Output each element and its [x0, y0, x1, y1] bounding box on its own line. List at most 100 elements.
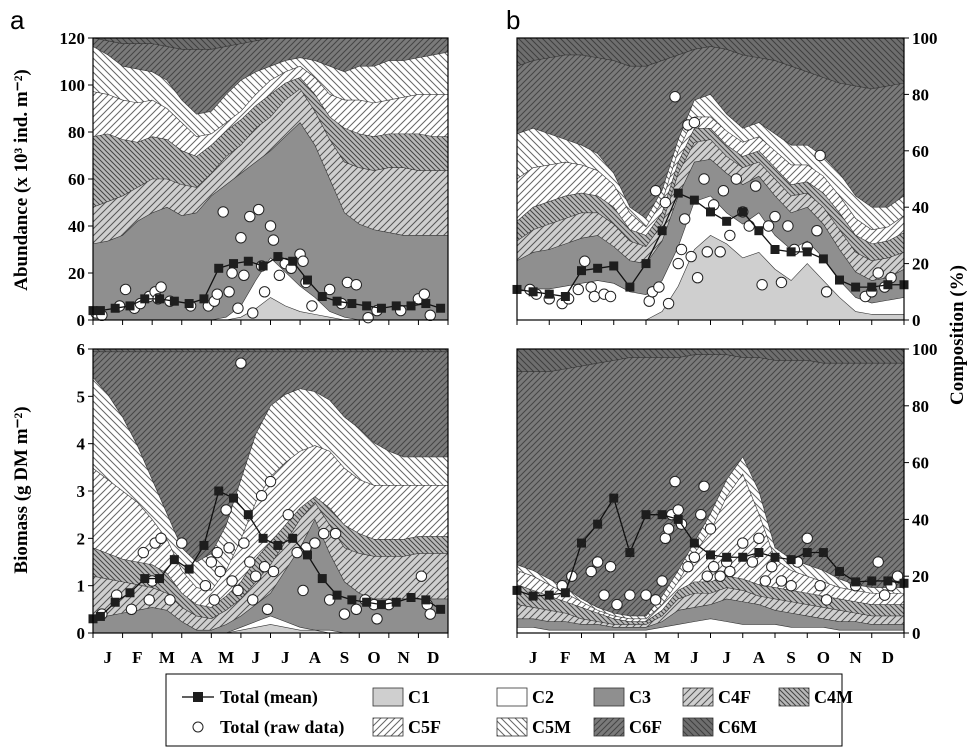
raw-data-point [205, 556, 218, 568]
mean-point [867, 282, 877, 292]
mean-point [347, 595, 357, 605]
month-label: A [753, 648, 766, 667]
biomass-panel-b [512, 348, 909, 634]
raw-data-point [701, 570, 713, 582]
legend-label: Total (mean) [220, 687, 318, 708]
raw-data-point [656, 575, 668, 587]
mean-point [754, 226, 764, 236]
legend-label: C5F [408, 717, 441, 737]
raw-data-point [238, 537, 250, 549]
raw-data-point [418, 288, 431, 300]
mean-point [214, 486, 224, 496]
mean-point [722, 552, 732, 562]
month-label: J [529, 648, 538, 667]
raw-data-point [232, 584, 244, 597]
mean-point [288, 533, 298, 543]
legend-swatch-c5m [496, 717, 528, 737]
raw-data-point [814, 579, 826, 592]
legend-label: C6F [629, 717, 662, 737]
mean-point [376, 600, 386, 610]
biomass-panel-a [88, 348, 449, 634]
composition-axis-title: Composition (%) [947, 265, 968, 405]
mean-point [625, 282, 635, 292]
y-tick-label: 40 [912, 510, 929, 529]
y-tick-label: 40 [912, 198, 929, 217]
legend-label: C3 [629, 687, 651, 707]
mean-point [95, 611, 105, 621]
raw-data-point [872, 556, 884, 568]
raw-data-point [682, 561, 694, 573]
area-layer-c3 [516, 598, 905, 634]
y-tick-label: 100 [912, 29, 938, 48]
mean-point [544, 289, 554, 299]
mean-point [883, 280, 893, 290]
raw-data-point [155, 281, 167, 293]
mean-point [229, 493, 239, 503]
mean-point [332, 296, 342, 306]
mean-point [140, 294, 150, 304]
legend-raw-circle-icon [192, 721, 204, 733]
legend-label: C4M [814, 687, 853, 707]
mean-point [609, 261, 619, 271]
y-tick-label: 100 [60, 76, 86, 95]
raw-data-point [164, 594, 176, 606]
raw-data-point [125, 603, 138, 616]
y-tick-label: 20 [912, 567, 929, 586]
raw-data-point [155, 532, 167, 545]
raw-data-point [176, 537, 188, 549]
raw-data-point [872, 267, 884, 279]
mean-point [786, 247, 796, 257]
mean-point [818, 254, 828, 264]
raw-data-point [223, 542, 235, 554]
mean-point [273, 540, 283, 550]
raw-data-point [220, 504, 232, 516]
mean-point [867, 576, 877, 586]
month-label: F [560, 648, 570, 667]
month-label: J [722, 648, 731, 667]
legend-swatch-c6m [682, 717, 714, 737]
raw-data-point [811, 225, 823, 237]
raw-data-point [258, 561, 271, 573]
raw-data-point [814, 149, 826, 162]
raw-data-point [724, 565, 736, 578]
raw-data-point [211, 546, 223, 559]
raw-data-point [820, 594, 833, 606]
raw-data-point [226, 267, 238, 279]
raw-data-point [801, 532, 813, 545]
raw-data-point [669, 91, 681, 103]
raw-data-point [119, 283, 132, 296]
raw-data-point [232, 302, 244, 314]
raw-data-point [649, 185, 662, 197]
raw-data-point [318, 527, 330, 540]
raw-data-point [775, 575, 788, 587]
raw-data-point [762, 220, 775, 232]
mean-point [391, 301, 401, 311]
raw-data-point [782, 220, 794, 232]
mean-point [125, 588, 135, 598]
mean-point [593, 263, 603, 273]
raw-data-point [756, 279, 768, 291]
mean-point [673, 514, 683, 524]
y-tick-label: 60 [912, 454, 929, 473]
y-tick-label: 0 [912, 311, 921, 330]
legend-mean-square-icon [193, 692, 203, 702]
mean-point [706, 550, 715, 560]
y-tick-label: 60 [912, 142, 929, 161]
raw-data-point [730, 173, 742, 185]
abundance-panel-a [88, 37, 449, 324]
raw-data-point [258, 286, 271, 298]
mean-point [851, 577, 861, 587]
mean-point [258, 533, 268, 543]
raw-data-point [235, 232, 247, 244]
mean-point [577, 266, 586, 276]
mean-point [528, 591, 538, 601]
raw-data-point [649, 594, 662, 606]
raw-data-point [267, 234, 280, 246]
mean-point [391, 597, 401, 607]
legend-label: C4F [718, 687, 751, 707]
mean-point [288, 256, 298, 266]
raw-data-point [653, 281, 665, 293]
mean-point [155, 294, 165, 304]
panel-letter-a: a [10, 5, 25, 35]
mean-point [689, 195, 699, 205]
